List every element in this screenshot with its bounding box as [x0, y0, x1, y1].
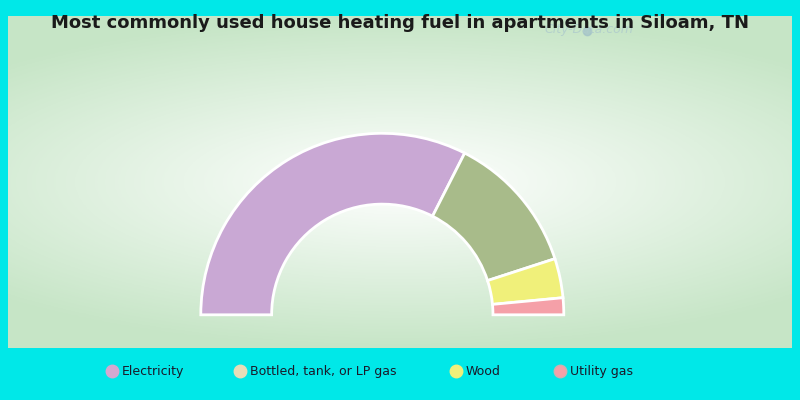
Wedge shape [433, 153, 555, 281]
Wedge shape [201, 133, 465, 315]
Text: Electricity: Electricity [122, 365, 184, 378]
Text: Bottled, tank, or LP gas: Bottled, tank, or LP gas [250, 365, 396, 378]
Text: City-Data.com: City-Data.com [545, 23, 634, 36]
Text: Utility gas: Utility gas [570, 365, 633, 378]
Wedge shape [487, 259, 563, 304]
Wedge shape [493, 298, 564, 315]
Text: Wood: Wood [466, 365, 501, 378]
Text: Most commonly used house heating fuel in apartments in Siloam, TN: Most commonly used house heating fuel in… [51, 14, 749, 32]
